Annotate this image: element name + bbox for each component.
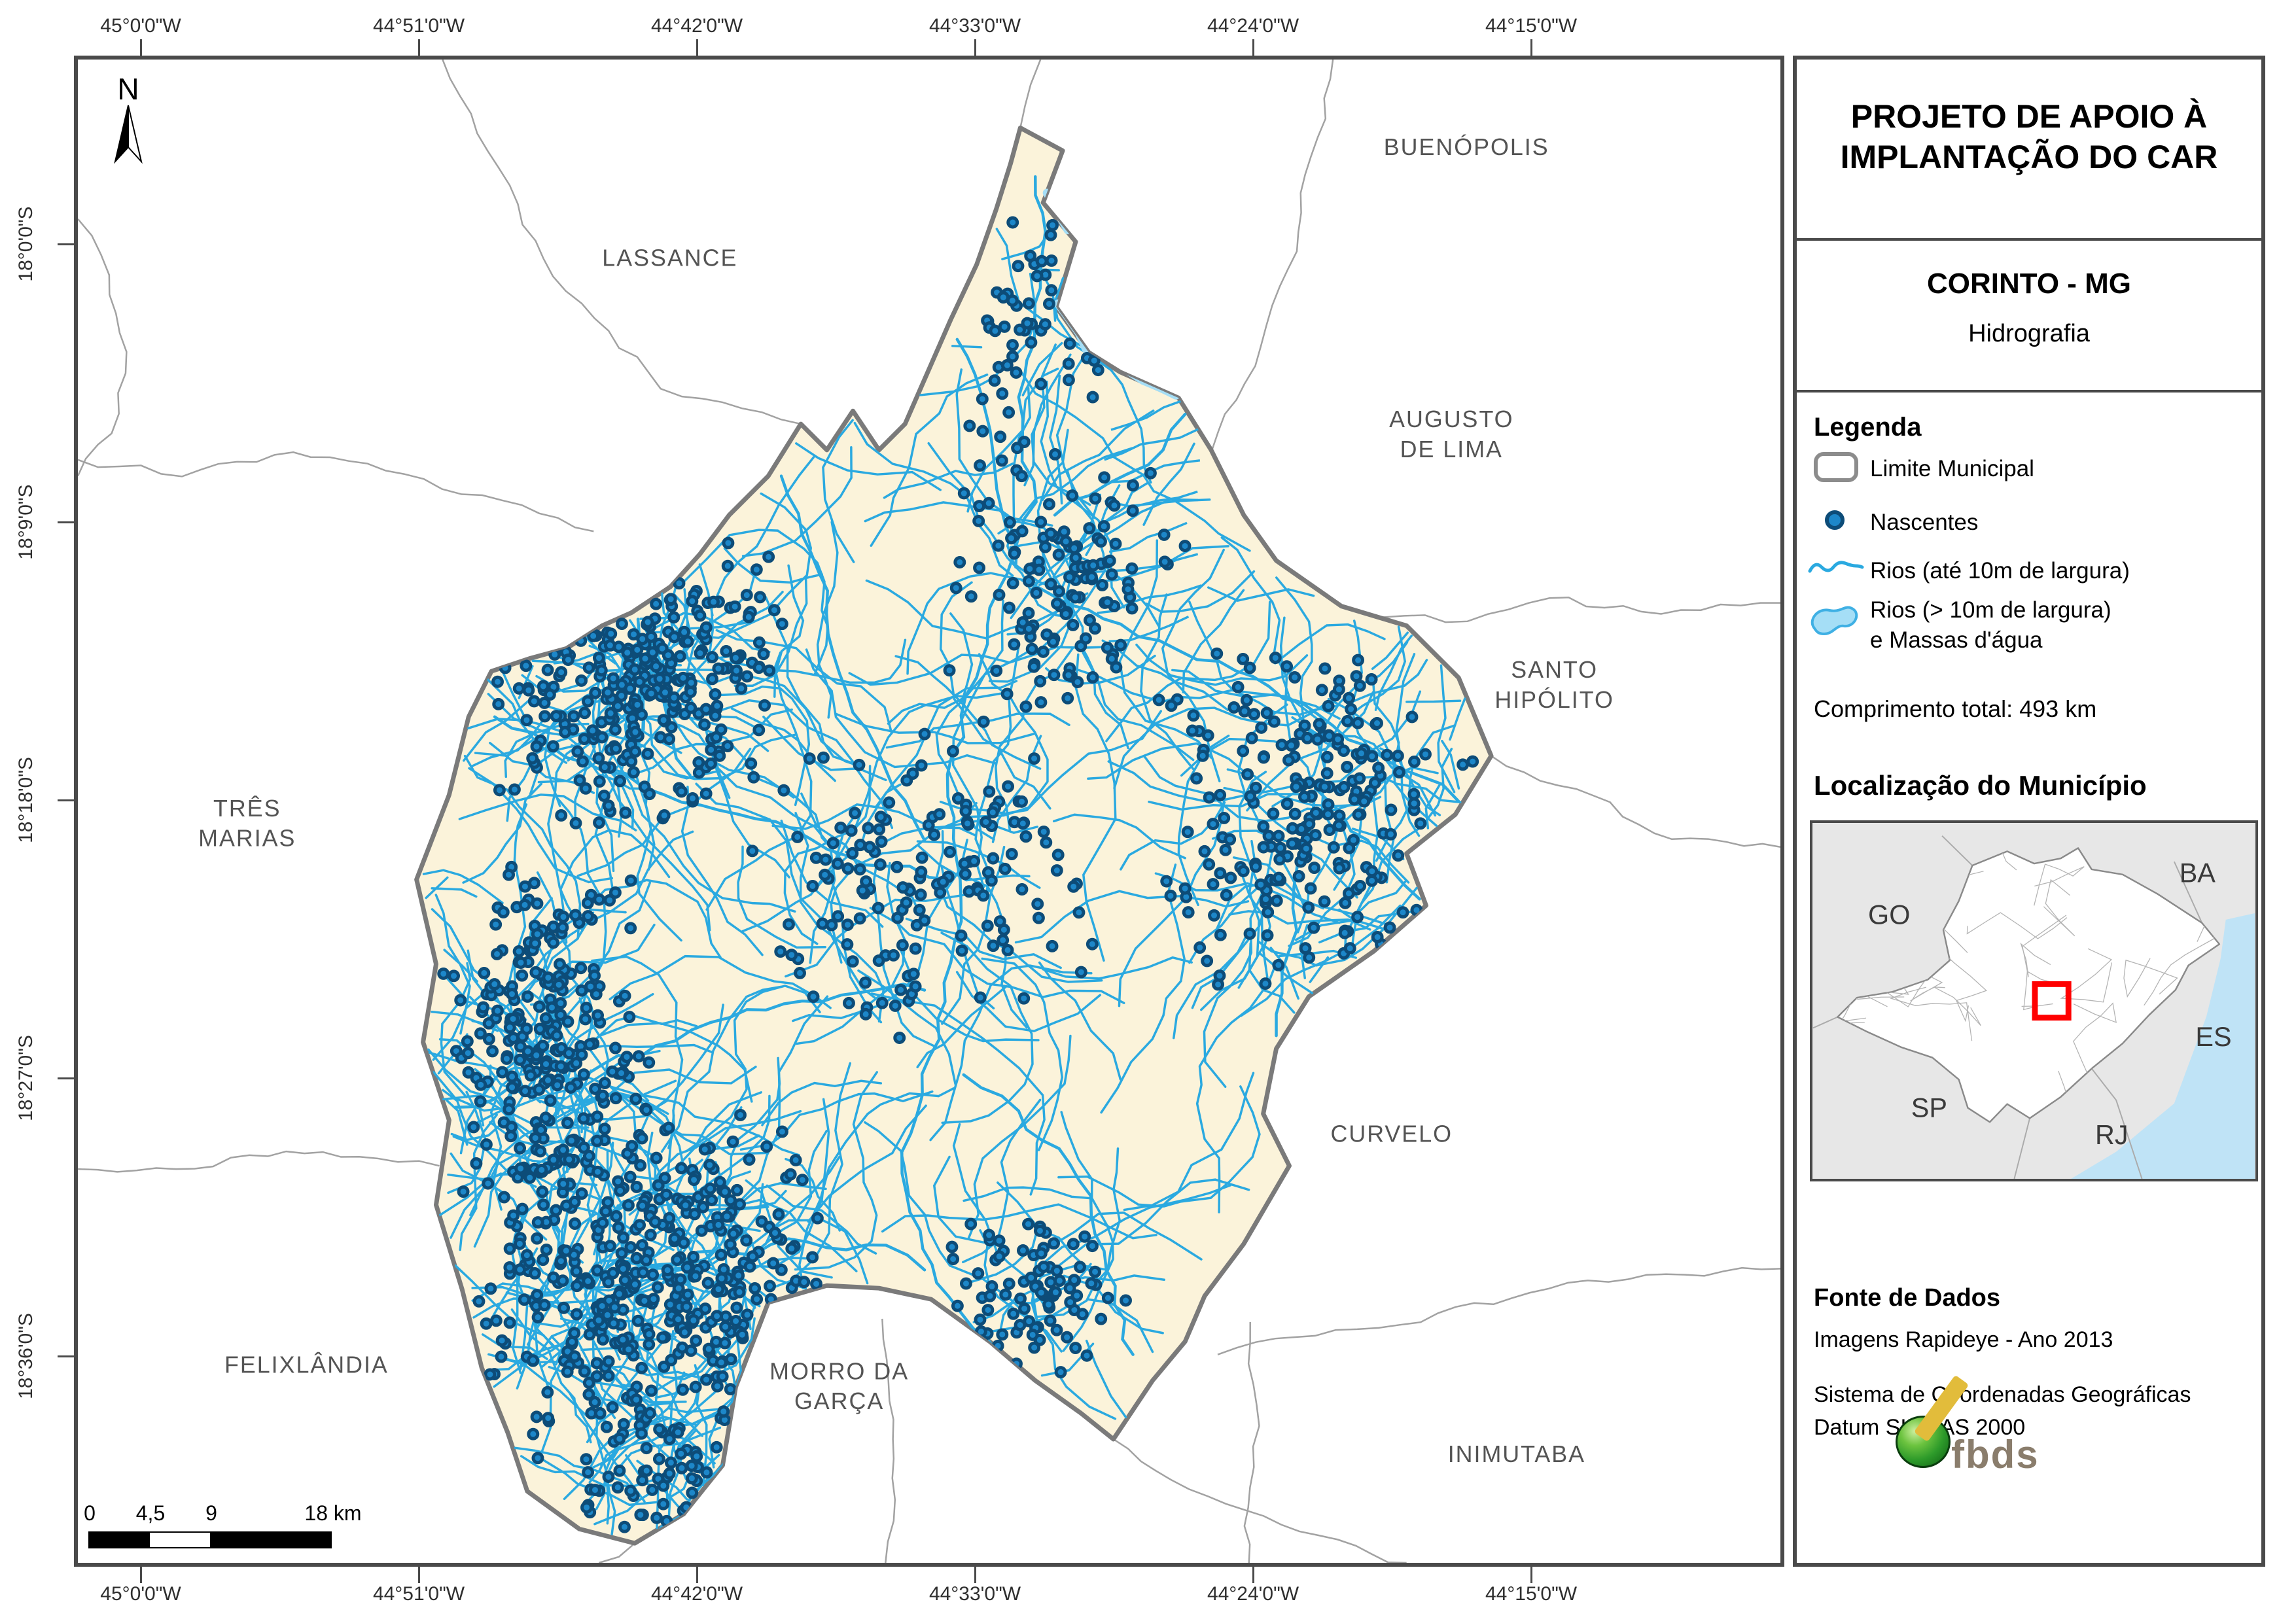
rios-icon bbox=[1808, 561, 1864, 573]
longitude-label-top: 44°42'0"W bbox=[650, 15, 743, 37]
legend-item-limite[interactable]: Limite Municipal bbox=[1870, 456, 2034, 481]
title-line2: IMPLANTAÇÃO DO CAR bbox=[1840, 139, 2218, 175]
scalebar-45: 4,5 bbox=[135, 1501, 166, 1525]
scalebar-bar bbox=[88, 1531, 332, 1548]
longitude-label-bottom: 44°15'0"W bbox=[1485, 1583, 1578, 1605]
locator-state-label: BA bbox=[2180, 858, 2216, 888]
municipality-name: CORINTO - MG bbox=[1926, 268, 2132, 300]
page-title: PROJETO DE APOIO À IMPLANTAÇÃO DO CAR bbox=[1797, 96, 2261, 177]
longitude-label-bottom: 45°0'0"W bbox=[100, 1583, 181, 1605]
map-frame: LASSANCE BUENÓPOLIS AUGUSTO DE LIMA SANTO HIP… bbox=[74, 56, 1784, 1567]
tick bbox=[974, 1567, 976, 1583]
map-city-label: AUGUSTO bbox=[1389, 406, 1513, 432]
map-city-label: SANTO bbox=[1511, 657, 1598, 683]
locator-state-label: SP bbox=[1911, 1092, 1947, 1123]
longitude-label-bottom: 44°33'0"W bbox=[928, 1583, 1021, 1605]
map-city-label: BUENÓPOLIS bbox=[1384, 134, 1549, 160]
map-city-label: LASSANCE bbox=[602, 245, 737, 271]
locator-state-borders bbox=[1812, 835, 2203, 1179]
scalebar-0: 0 bbox=[84, 1501, 96, 1525]
locator-heading: Localização do Município bbox=[1814, 770, 2147, 801]
legend-item-massas-1[interactable]: Rios (> 10m de largura) bbox=[1870, 597, 2111, 623]
massas-dagua-icon bbox=[1810, 606, 1858, 636]
tick bbox=[1252, 1567, 1254, 1583]
scalebar: 0 4,5 9 18 km bbox=[84, 1501, 363, 1580]
tick bbox=[696, 39, 698, 56]
locator-map[interactable]: GO BA ES SP RJ bbox=[1810, 820, 2258, 1181]
map-city-label: MORRO DA bbox=[769, 1358, 909, 1384]
locator-canvas: GO BA ES SP RJ bbox=[1812, 835, 2255, 1179]
nascentes-icon bbox=[1825, 510, 1845, 530]
tick bbox=[140, 39, 142, 56]
limite-municipal-icon bbox=[1814, 452, 1858, 482]
tick bbox=[140, 1567, 142, 1583]
tick bbox=[58, 799, 74, 801]
map-city-label: GARÇA bbox=[794, 1388, 884, 1414]
tick bbox=[58, 1355, 74, 1357]
longitude-label-top: 44°51'0"W bbox=[372, 15, 465, 37]
longitude-label-top: 44°15'0"W bbox=[1485, 15, 1578, 37]
longitude-label-bottom: 44°51'0"W bbox=[372, 1583, 465, 1605]
longitude-label-bottom: 44°42'0"W bbox=[650, 1583, 743, 1605]
tick bbox=[58, 243, 74, 245]
map-city-label: TRÊS bbox=[213, 795, 281, 822]
scalebar-9: 9 bbox=[205, 1501, 217, 1525]
total-length: Comprimento total: 493 km bbox=[1814, 695, 2097, 722]
map-theme: Hidrografia bbox=[1968, 320, 2090, 347]
longitude-label-top: 45°0'0"W bbox=[100, 15, 181, 37]
divider bbox=[1797, 238, 2261, 241]
legend-item-massas-2[interactable]: e Massas d'água bbox=[1870, 627, 2043, 653]
map-city-label: HIPÓLITO bbox=[1494, 687, 1614, 713]
legend-heading: Legenda bbox=[1814, 413, 1922, 442]
source-line-1: Imagens Rapideye - Ano 2013 bbox=[1814, 1327, 2113, 1352]
scalebar-segment bbox=[150, 1533, 210, 1547]
source-line-2: Sistema de Coordenadas Geográficas bbox=[1814, 1382, 2191, 1407]
tick bbox=[1530, 39, 1532, 56]
map-city-label: FELIXLÂNDIA bbox=[224, 1352, 389, 1378]
north-arrow-icon bbox=[114, 105, 143, 164]
tick bbox=[58, 521, 74, 523]
longitude-label-top: 44°24'0"W bbox=[1207, 15, 1299, 37]
locator-state-label: ES bbox=[2195, 1022, 2231, 1052]
latitude-label-left: 18°36'0"S bbox=[15, 1313, 37, 1399]
nascentes-dots bbox=[437, 216, 1479, 1533]
neighbor-boundaries bbox=[78, 60, 1780, 1563]
source-heading: Fonte de Dados bbox=[1814, 1284, 2001, 1312]
latitude-label-left: 18°0'0"S bbox=[15, 206, 37, 282]
locator-mg-state bbox=[1837, 847, 2221, 1123]
locator-state-label: RJ bbox=[2095, 1120, 2128, 1150]
legend-item-nascentes[interactable]: Nascentes bbox=[1870, 510, 1979, 535]
locator-ocean bbox=[2071, 913, 2255, 1179]
locator-highlight-square bbox=[2032, 981, 2072, 1021]
locator-state-label: GO bbox=[1868, 900, 1910, 930]
longitude-label-top: 44°33'0"W bbox=[928, 15, 1021, 37]
tick bbox=[1530, 1567, 1532, 1583]
map-city-label: CURVELO bbox=[1331, 1121, 1453, 1147]
latitude-label-left: 18°18'0"S bbox=[15, 757, 37, 843]
map-canvas[interactable]: LASSANCE BUENÓPOLIS AUGUSTO DE LIMA SANTO HIP… bbox=[78, 60, 1780, 1563]
city-labels: LASSANCE BUENÓPOLIS AUGUSTO DE LIMA SANTO HIP… bbox=[198, 134, 1614, 1467]
tick bbox=[418, 1567, 420, 1583]
map-city-label: INIMUTABA bbox=[1448, 1441, 1585, 1467]
info-panel: PROJETO DE APOIO À IMPLANTAÇÃO DO CAR CO… bbox=[1793, 56, 2265, 1567]
latitude-label-left: 18°9'0"S bbox=[15, 484, 37, 560]
latitude-label-left: 18°27'0"S bbox=[15, 1035, 37, 1121]
tick bbox=[696, 1567, 698, 1583]
tick bbox=[1252, 39, 1254, 56]
tick bbox=[418, 39, 420, 56]
scalebar-18: 18 km bbox=[304, 1501, 362, 1525]
north-arrow-label: N bbox=[117, 72, 139, 106]
fbds-logo-text: fbds bbox=[1951, 1433, 2040, 1476]
hydrography-layer bbox=[422, 175, 1479, 1544]
divider bbox=[1797, 390, 2261, 393]
map-city-label: DE LIMA bbox=[1400, 436, 1503, 462]
tick bbox=[58, 1077, 74, 1079]
tick bbox=[974, 39, 976, 56]
longitude-label-bottom: 44°24'0"W bbox=[1207, 1583, 1299, 1605]
map-city-label: MARIAS bbox=[198, 826, 296, 852]
legend-item-rios[interactable]: Rios (até 10m de largura) bbox=[1870, 558, 2130, 584]
title-line1: PROJETO DE APOIO À bbox=[1850, 98, 2208, 135]
